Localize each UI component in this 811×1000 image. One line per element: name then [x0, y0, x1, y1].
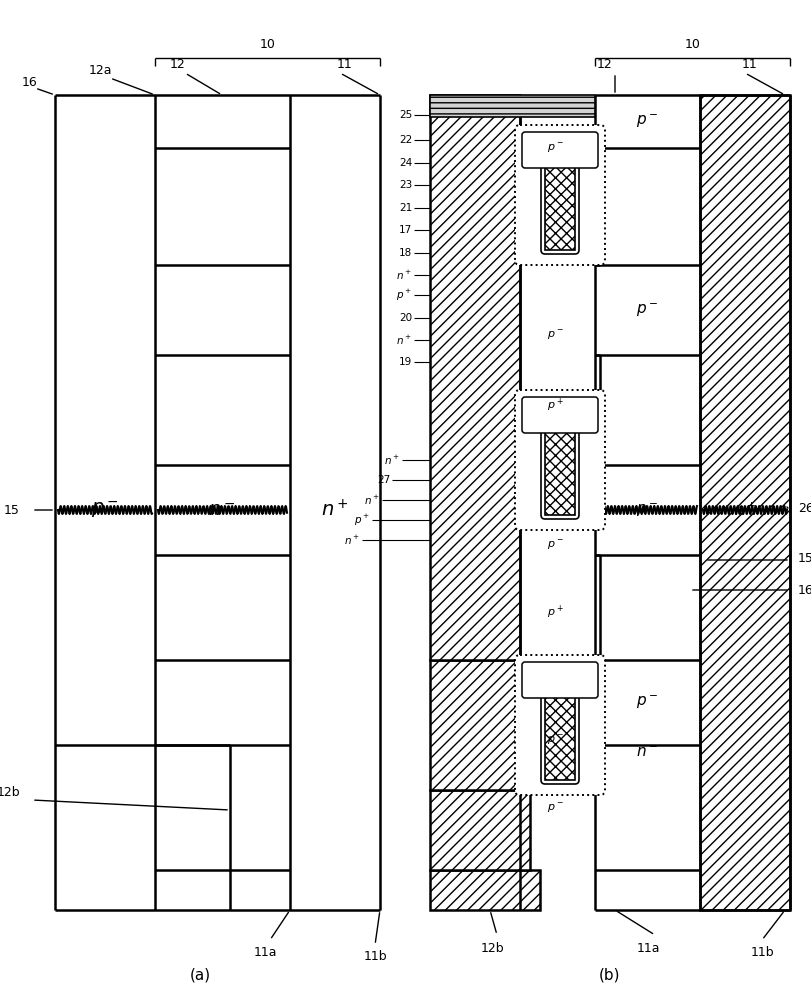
- Text: (a): (a): [190, 968, 211, 982]
- Text: $p^-$: $p^-$: [547, 538, 564, 552]
- Text: $p^+$: $p^+$: [547, 603, 564, 621]
- Text: 11: 11: [337, 58, 353, 72]
- Text: 25: 25: [399, 110, 412, 120]
- Text: $p^-$: $p^-$: [547, 801, 564, 815]
- Text: $p^-$: $p^-$: [637, 301, 659, 319]
- Text: 12b: 12b: [480, 942, 504, 954]
- Text: $p^-$: $p^-$: [637, 501, 659, 519]
- Text: 12: 12: [170, 58, 186, 72]
- Text: 21: 21: [399, 203, 412, 213]
- FancyBboxPatch shape: [522, 132, 598, 168]
- Text: $p^-$: $p^-$: [637, 694, 659, 711]
- Text: 12b: 12b: [0, 786, 20, 800]
- Bar: [430, 95, 595, 117]
- Text: $p^-$: $p^-$: [91, 500, 119, 520]
- Text: $n^+$: $n^+$: [384, 453, 400, 467]
- Text: 23: 23: [399, 180, 412, 190]
- Text: $p^+$: $p^+$: [354, 512, 370, 528]
- Text: 22: 22: [399, 135, 412, 145]
- Bar: [545, 670, 575, 780]
- Text: $p^-$: $p^-$: [637, 113, 659, 130]
- Text: 11b: 11b: [363, 950, 387, 964]
- FancyBboxPatch shape: [515, 125, 605, 265]
- Text: 27: 27: [377, 475, 390, 485]
- Bar: [430, 660, 525, 790]
- Text: 19: 19: [399, 357, 412, 367]
- Text: 16: 16: [22, 76, 38, 89]
- Text: (b): (b): [599, 968, 620, 982]
- Text: 12a: 12a: [88, 64, 112, 77]
- Text: 11: 11: [742, 58, 757, 72]
- Bar: [700, 95, 790, 910]
- FancyBboxPatch shape: [522, 662, 598, 698]
- Bar: [430, 870, 540, 910]
- Text: 18: 18: [399, 248, 412, 258]
- Text: $p^-$: $p^-$: [547, 328, 564, 342]
- Text: 24: 24: [399, 158, 412, 168]
- Text: 11b: 11b: [750, 946, 774, 958]
- Text: 17: 17: [399, 225, 412, 235]
- Bar: [430, 95, 520, 660]
- Text: $n^+$: $n^+$: [344, 533, 360, 547]
- Text: $n^-$: $n^-$: [208, 500, 236, 520]
- Text: 15: 15: [4, 504, 20, 516]
- Text: $n^+$: $n^+$: [397, 333, 412, 347]
- Text: $n^+$: $n^+$: [321, 499, 349, 521]
- Text: 26: 26: [798, 502, 811, 514]
- Text: $p^+$: $p^+$: [396, 287, 412, 303]
- Text: $n^-$: $n^-$: [637, 745, 659, 760]
- Text: 20: 20: [399, 313, 412, 323]
- FancyBboxPatch shape: [522, 397, 598, 433]
- Text: $p^-$: $p^-$: [547, 141, 564, 155]
- Text: $n^+$: $n^+$: [734, 501, 756, 519]
- Text: 15: 15: [798, 552, 811, 564]
- Text: $p^-$: $p^-$: [547, 733, 564, 747]
- Bar: [545, 140, 575, 250]
- Text: 11a: 11a: [253, 946, 277, 958]
- Text: 10: 10: [260, 38, 276, 51]
- FancyBboxPatch shape: [515, 390, 605, 530]
- Text: $n^+$: $n^+$: [364, 493, 380, 507]
- Text: $p^+$: $p^+$: [547, 396, 564, 414]
- Text: 12: 12: [597, 58, 613, 72]
- Bar: [430, 790, 530, 870]
- Bar: [545, 405, 575, 515]
- Text: $n^+$: $n^+$: [397, 268, 412, 282]
- Text: 11a: 11a: [637, 942, 660, 954]
- FancyBboxPatch shape: [515, 655, 605, 795]
- Text: 16: 16: [798, 584, 811, 596]
- Text: 10: 10: [684, 38, 701, 51]
